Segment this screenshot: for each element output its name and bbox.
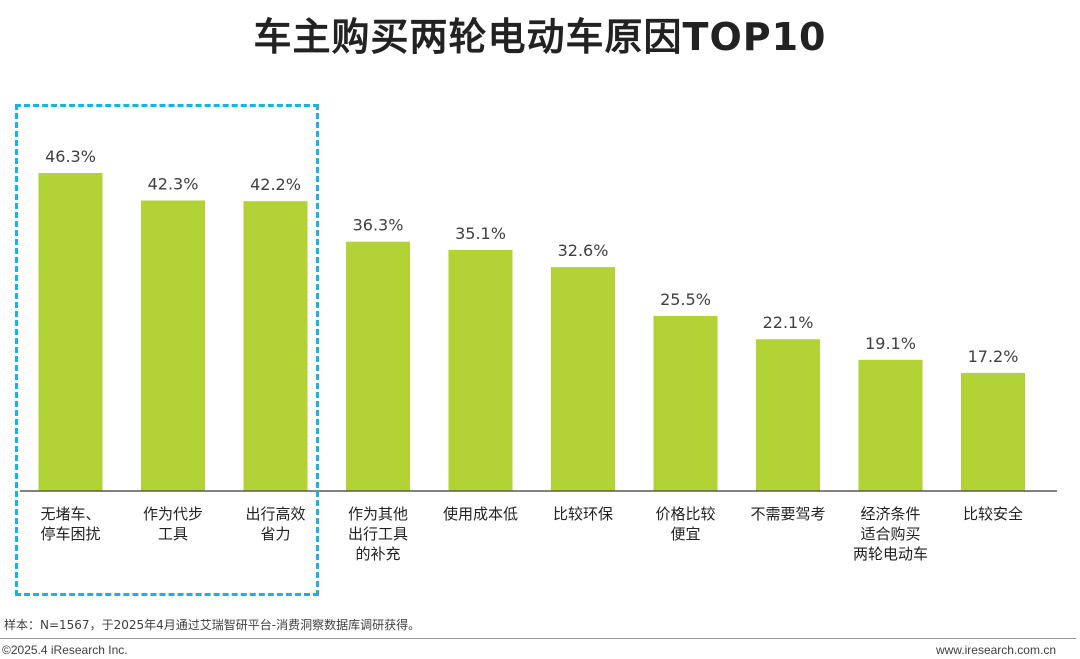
bar-0 [38, 173, 103, 491]
value-label-7: 22.1% [763, 313, 814, 332]
category-label-6: 价格比较便宜 [655, 505, 715, 543]
footer-divider [0, 638, 1076, 639]
copyright-text: ©2025.4 iResearch Inc. [2, 643, 128, 657]
bar-6 [653, 315, 718, 491]
sample-note: 样本：N=1567，于2025年4月通过艾瑞智研平台-消费洞察数据库调研获得。 [4, 618, 421, 632]
website-text: www.iresearch.com.cn [935, 643, 1056, 657]
bar-chart: 46.3% 无堵车、停车困扰 42.3% 作为代步工具 42.2% 出行高效省力 36.3%… [20, 147, 1057, 563]
category-label-7: 不需要驾考 [750, 505, 825, 523]
value-label-5: 32.6% [558, 241, 609, 260]
value-label-0: 46.3% [45, 147, 96, 166]
category-label-3: 作为其他出行工具的补充 [348, 505, 408, 563]
bar-8 [858, 359, 923, 491]
category-label-4: 使用成本低 [443, 505, 518, 523]
category-label-8: 经济条件适合购买两轮电动车 [853, 505, 928, 563]
category-label-0: 无堵车、停车困扰 [40, 505, 100, 543]
highlight-box [15, 104, 319, 596]
bar-2 [243, 201, 308, 491]
value-label-4: 35.1% [455, 224, 506, 243]
value-label-1: 42.3% [148, 175, 199, 194]
bar-3 [346, 241, 410, 491]
category-label-2: 出行高效省力 [245, 505, 305, 543]
bar-7 [756, 339, 820, 491]
bar-4 [448, 249, 513, 491]
bar-5 [551, 267, 615, 491]
value-label-8: 19.1% [865, 334, 916, 353]
value-label-6: 25.5% [660, 290, 711, 309]
bar-1 [141, 200, 205, 491]
category-label-9: 比较安全 [963, 505, 1023, 523]
bar-9 [961, 372, 1025, 491]
value-label-9: 17.2% [968, 347, 1019, 366]
category-label-5: 比较环保 [553, 505, 613, 523]
chart-title: 车主购买两轮电动车原因TOP10 [253, 15, 827, 59]
category-label-1: 作为代步工具 [143, 505, 203, 543]
value-label-3: 36.3% [353, 216, 404, 235]
value-label-2: 42.2% [250, 175, 301, 194]
